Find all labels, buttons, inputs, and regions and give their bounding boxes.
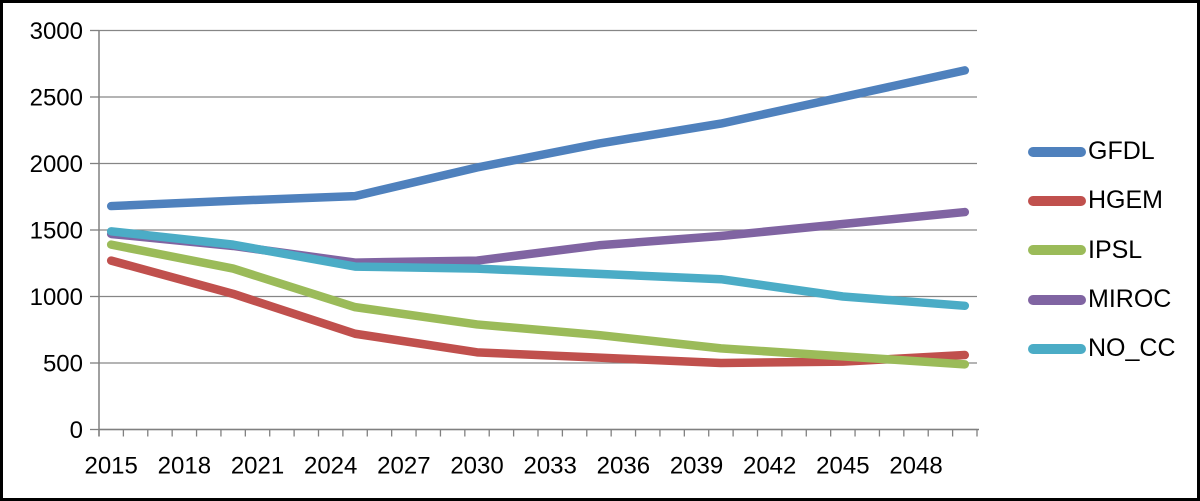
legend-label: NO_CC <box>1088 334 1176 363</box>
series-line-ipsl <box>106 240 970 369</box>
legend-item-gfdl: GFDL <box>1028 127 1176 176</box>
y-tick-label: 3000 <box>30 18 83 45</box>
x-tick-label: 2018 <box>158 453 211 480</box>
x-tick-label: 2033 <box>523 453 576 480</box>
legend-item-no_cc: NO_CC <box>1028 324 1176 373</box>
series-line-hgem <box>106 256 970 368</box>
y-tick-label: 500 <box>43 351 83 378</box>
x-tick-label: 2048 <box>889 453 942 480</box>
legend-item-hgem: HGEM <box>1028 176 1176 225</box>
x-tick-label: 2036 <box>597 453 650 480</box>
x-tick-label: 2021 <box>231 453 284 480</box>
x-tick-label: 2045 <box>816 453 869 480</box>
legend-label: IPSL <box>1088 235 1143 264</box>
legend-label: GFDL <box>1088 137 1155 166</box>
x-tick-label: 2015 <box>84 453 137 480</box>
y-tick-label: 1500 <box>30 218 83 245</box>
series-line-miroc <box>106 207 970 267</box>
y-tick-label: 2000 <box>30 151 83 178</box>
legend-item-miroc: MIROC <box>1028 275 1176 324</box>
legend-swatch-ipsl <box>1028 245 1086 256</box>
series-line-no_cc <box>106 227 970 311</box>
legend-item-ipsl: IPSL <box>1028 226 1176 275</box>
x-tick-label: 2042 <box>743 453 796 480</box>
legend-label: HGEM <box>1088 186 1163 215</box>
legend-swatch-gfdl <box>1028 146 1086 157</box>
x-tick-label: 2027 <box>377 453 430 480</box>
y-tick-label: 0 <box>70 417 83 444</box>
series-line-gfdl <box>106 66 970 211</box>
x-tick-label: 2039 <box>670 453 723 480</box>
y-tick-label: 2500 <box>30 85 83 112</box>
legend-label: MIROC <box>1088 285 1172 314</box>
legend-swatch-miroc <box>1028 294 1086 305</box>
x-tick-label: 2024 <box>304 453 357 480</box>
legend-swatch-hgem <box>1028 195 1086 206</box>
legend-swatch-no_cc <box>1028 343 1086 354</box>
chart-legend: GFDL HGEM IPSL MIROC NO_CC <box>1028 127 1176 373</box>
x-tick-label: 2030 <box>450 453 503 480</box>
y-tick-label: 1000 <box>30 284 83 311</box>
